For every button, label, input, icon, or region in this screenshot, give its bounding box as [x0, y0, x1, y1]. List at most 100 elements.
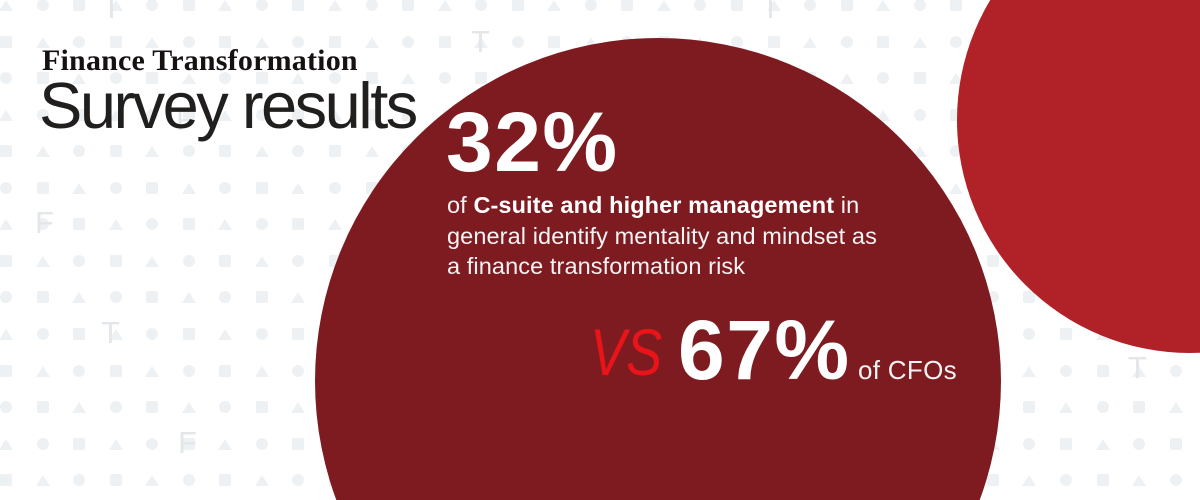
pattern-shape	[292, 0, 305, 11]
pattern-shape	[475, 0, 488, 11]
pattern-shape	[292, 437, 305, 450]
pattern-shape	[804, 0, 817, 11]
pattern-shape	[0, 364, 12, 377]
stat-secondary-label: of CFOs	[858, 355, 957, 385]
pattern-shape	[292, 108, 305, 121]
pattern-shape	[621, 0, 634, 11]
pattern-shape	[109, 474, 122, 487]
pattern-shape	[219, 254, 232, 267]
pattern-shape	[109, 364, 122, 377]
pattern-shape	[146, 72, 159, 85]
pattern-shape	[876, 0, 891, 11]
pattern-shape	[36, 218, 49, 231]
background-letter-t: T	[761, 0, 780, 25]
pattern-shape	[36, 327, 49, 340]
pattern-shape	[291, 73, 306, 85]
pattern-shape	[291, 402, 306, 414]
pattern-shape	[913, 0, 926, 11]
pattern-shape	[0, 438, 13, 450]
pattern-shape	[255, 291, 268, 304]
pattern-shape	[1169, 437, 1182, 450]
pattern-shape	[182, 437, 195, 450]
pattern-shape	[986, 254, 999, 267]
pattern-shape	[73, 218, 86, 231]
pattern-shape	[912, 146, 927, 158]
background-letter-t: T	[471, 24, 490, 59]
pattern-shape	[73, 327, 86, 340]
pattern-shape	[36, 108, 49, 121]
pattern-shape	[218, 109, 233, 121]
vs-label: VS	[590, 315, 663, 389]
pattern-shape	[292, 145, 305, 158]
pattern-shape	[181, 182, 196, 194]
pattern-shape	[731, 0, 743, 11]
pattern-shape	[108, 438, 123, 450]
pattern-shape	[511, 35, 524, 48]
pattern-shape	[182, 364, 195, 377]
pattern-shape	[73, 145, 86, 158]
pattern-shape	[73, 474, 86, 487]
pattern-shape	[0, 0, 13, 11]
pattern-shape	[365, 72, 378, 85]
page-title: Survey results	[39, 69, 418, 142]
pattern-shape	[401, 73, 416, 85]
pattern-shape	[1059, 364, 1072, 377]
pattern-shape	[656, 0, 671, 11]
pattern-shape	[731, 35, 743, 48]
pattern-shape	[109, 72, 122, 85]
pattern-shape	[146, 0, 159, 11]
pattern-shape	[839, 73, 854, 85]
pattern-shape	[0, 145, 12, 158]
pattern-shape	[73, 254, 86, 267]
pattern-shape	[328, 145, 341, 158]
pattern-shape	[255, 401, 268, 414]
pattern-shape	[0, 401, 12, 414]
pattern-shape	[475, 72, 488, 85]
pattern-shape	[1023, 291, 1036, 304]
pattern-shape	[108, 219, 123, 231]
pattern-shape	[876, 109, 891, 121]
pattern-shape	[1058, 402, 1073, 414]
pattern-shape	[913, 108, 926, 121]
pattern-shape	[255, 437, 268, 450]
pattern-shape	[327, 219, 342, 231]
pattern-shape	[292, 218, 305, 231]
pattern-shape	[1132, 365, 1147, 377]
pattern-shape	[73, 0, 86, 11]
pattern-shape	[218, 0, 233, 11]
pattern-shape	[182, 474, 195, 487]
pattern-shape	[548, 35, 561, 48]
pattern-shape	[35, 255, 50, 267]
pattern-shape	[219, 181, 232, 194]
pattern-shape	[292, 474, 305, 487]
pattern-shape	[146, 291, 159, 304]
pattern-shape	[108, 328, 123, 340]
background-letter-t: T	[1128, 350, 1147, 385]
pattern-shape	[402, 35, 415, 48]
desc-line1-post: in	[834, 192, 860, 218]
pattern-shape	[36, 401, 49, 414]
pattern-shape	[255, 218, 268, 231]
pattern-shape	[145, 365, 160, 377]
pattern-shape	[364, 36, 379, 48]
pattern-shape	[219, 145, 232, 158]
pattern-shape	[1023, 437, 1036, 450]
pattern-shape	[328, 181, 341, 194]
pattern-shape	[767, 35, 780, 48]
pattern-shape	[181, 292, 196, 304]
pattern-shape	[146, 181, 159, 194]
pattern-shape	[255, 108, 268, 121]
pattern-shape	[1096, 474, 1109, 487]
pattern-shape	[949, 182, 964, 194]
pattern-shape	[36, 181, 49, 194]
pattern-shape	[72, 402, 87, 414]
pattern-shape	[254, 146, 269, 158]
pattern-shape	[72, 292, 87, 304]
pattern-shape	[181, 73, 196, 85]
pattern-shape	[219, 364, 232, 377]
pattern-shape	[694, 0, 707, 11]
pattern-shape	[73, 108, 86, 121]
pattern-shape	[146, 108, 159, 121]
pattern-shape	[219, 35, 232, 48]
pattern-shape	[547, 0, 562, 11]
